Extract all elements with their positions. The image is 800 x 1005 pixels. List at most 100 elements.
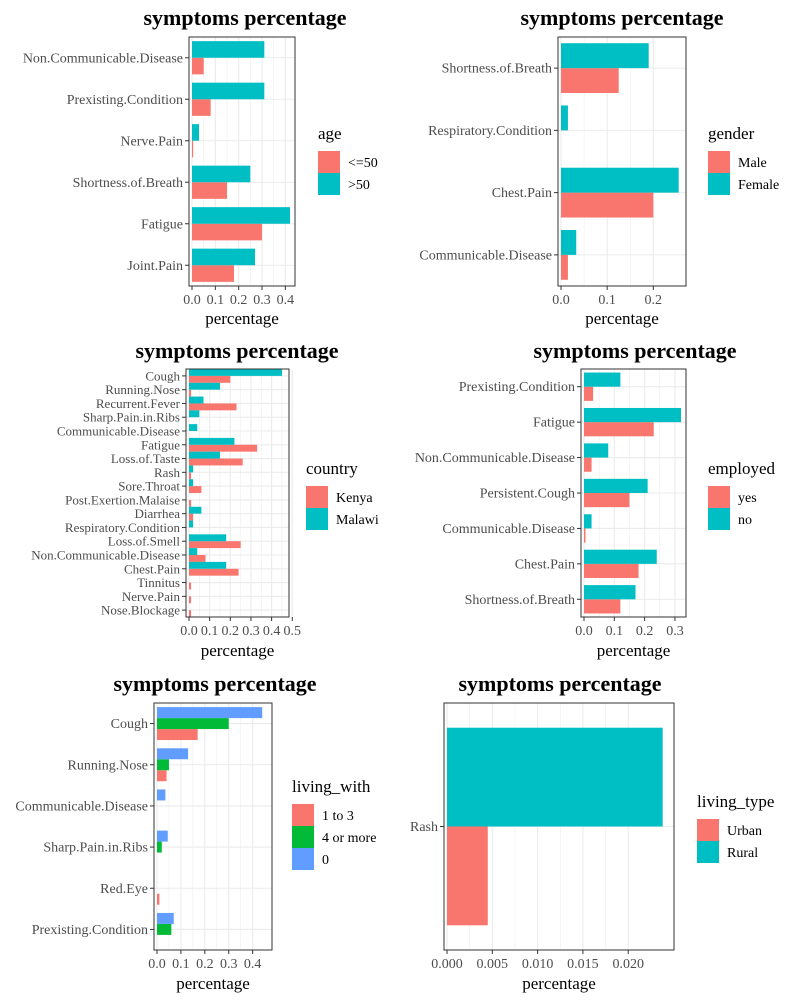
bar-yes [584, 563, 639, 579]
bar-0 [157, 789, 166, 801]
bar-female [561, 229, 577, 255]
category-label: Fatigue [141, 437, 180, 452]
bar-malawi [189, 424, 198, 431]
category-label: Prexisting.Condition [32, 923, 148, 938]
bar-male [561, 254, 568, 280]
x-tick-label: 0.3 [253, 293, 271, 308]
bar-yes [584, 386, 594, 401]
category-label: Communicable.Disease [15, 799, 148, 814]
category-label: Fatigue [141, 217, 183, 232]
bar-malawi [189, 548, 198, 555]
bar-yes [584, 422, 654, 437]
bar--50 [192, 265, 234, 282]
category-label: Shortness.of.Breath [465, 593, 575, 608]
legend-key [306, 508, 328, 530]
bar-4-or-more [157, 841, 162, 853]
category-label: Chest.Pain [515, 557, 575, 572]
x-tick-label: 0.2 [645, 293, 663, 308]
bar-0 [157, 748, 189, 760]
category-label: Respiratory.Condition [428, 124, 552, 139]
legend-label: <=50 [348, 156, 378, 171]
category-label: Cough [145, 368, 180, 383]
plot-border [580, 368, 687, 618]
legend-label: yes [738, 491, 757, 506]
chart-title: symptoms percentage [520, 5, 723, 30]
category-label: Non.Communicable.Disease [31, 548, 180, 563]
bar-no [584, 478, 648, 493]
x-tick-label: 0.2 [636, 624, 654, 639]
bar-1-to-3 [157, 729, 198, 741]
category-label: Nerve.Pain [122, 589, 181, 604]
bar-malawi [189, 369, 282, 376]
bar-no [584, 372, 621, 387]
category-label: Communicable.Disease [442, 522, 575, 537]
bar-no [584, 443, 609, 458]
bar--50 [192, 57, 204, 75]
bar--50 [192, 248, 255, 266]
bar--50 [192, 207, 290, 224]
legend-label: Kenya [336, 491, 373, 506]
legend-key [708, 486, 730, 508]
legend-label: Female [738, 178, 779, 193]
x-axis-label: percentage [176, 974, 250, 993]
x-axis-label: percentage [522, 974, 596, 993]
bar-kenya [189, 486, 202, 493]
bar-female [561, 105, 568, 131]
legend-title: living_type [697, 792, 774, 811]
x-tick-label: 0.015 [567, 957, 599, 972]
bar-yes [584, 457, 592, 472]
bar-0 [157, 707, 263, 719]
plot-border [557, 36, 687, 287]
x-tick-label: 0.4 [244, 957, 262, 972]
bar-female [561, 167, 679, 193]
x-tick-label: 0.0 [183, 293, 201, 308]
legend-key [306, 486, 328, 508]
bar-kenya [189, 582, 192, 590]
x-tick-label: 0.3 [242, 624, 260, 639]
category-label: Red.Eye [100, 882, 148, 897]
legend-label: Male [738, 156, 767, 171]
chart-panel-1: symptoms percentage Non.Communicable.Dise… [23, 5, 378, 328]
category-label: Running.Nose [105, 382, 180, 397]
legend-label: 0 [322, 853, 329, 868]
bar-malawi [189, 382, 220, 390]
x-tick-label: 0.3 [220, 957, 238, 972]
bar-malawi [189, 465, 194, 473]
legend-key [697, 819, 719, 841]
chart-panel-5: symptoms percentage Cough Running.Nose Comm… [15, 671, 376, 993]
legend-label: >50 [348, 178, 370, 193]
bar-kenya [189, 610, 192, 617]
bar-kenya [189, 458, 243, 466]
chart-panel-3: symptoms percentage CoughRunning.NoseRecu… [31, 338, 379, 660]
bar-0 [157, 830, 168, 842]
x-tick-label: 0.1 [207, 293, 225, 308]
bar-kenya [189, 568, 239, 576]
bar-0 [157, 912, 174, 924]
x-tick-label: 0.2 [222, 624, 240, 639]
legend: age <=50 >50 [318, 124, 378, 195]
chart-panel-4: symptoms percentage Prexisting.Condition F… [415, 338, 776, 660]
plot-border [185, 368, 290, 618]
chart-panel-2: symptoms percentage Shortness.of.Breath Re… [419, 5, 779, 328]
bar-kenya [189, 555, 206, 562]
category-label: Shortness.of.Breath [442, 62, 552, 77]
category-label: Prexisting.Condition [67, 93, 183, 108]
bar--50 [192, 140, 194, 158]
bar-kenya [189, 513, 194, 521]
legend-title: living_with [292, 777, 371, 796]
bar-1-to-3 [157, 770, 167, 782]
category-label: Post.Exertion.Malaise [65, 492, 180, 507]
legend-key [708, 151, 730, 173]
bar-yes [584, 599, 621, 614]
x-tick-label: 0.4 [277, 293, 295, 308]
x-tick-label: 0.000 [431, 957, 463, 972]
x-axis-label: percentage [201, 641, 275, 660]
category-label: Nerve.Pain [120, 134, 183, 149]
category-label: Communicable.Disease [57, 424, 180, 439]
category-label: Respiratory.Condition [65, 520, 181, 535]
category-label: Running.Nose [68, 758, 149, 773]
bar-male [561, 68, 619, 94]
bar-kenya [189, 472, 192, 480]
bar-4-or-more [157, 923, 172, 935]
